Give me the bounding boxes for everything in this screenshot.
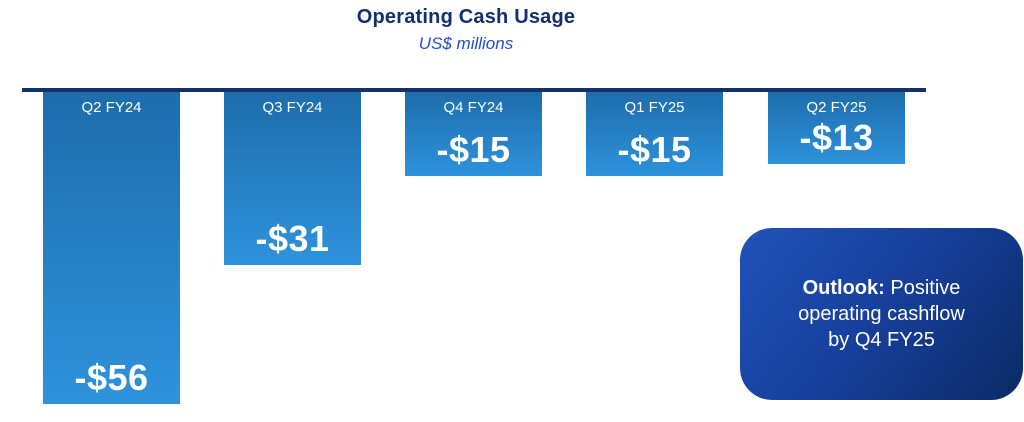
- outlook-heading: Outlook:: [802, 277, 885, 299]
- bar-q1-fy25: Q1 FY25 -$15: [586, 92, 723, 176]
- bar-q2-fy24: Q2 FY24 -$56: [43, 92, 180, 404]
- bar-category-label: Q4 FY24: [443, 99, 504, 116]
- bar-category-label: Q3 FY24: [262, 99, 323, 116]
- bar-q2-fy25: Q2 FY25 -$13: [768, 92, 905, 164]
- outlook-callout-text: Outlook: Positive operating cashflow by …: [798, 275, 965, 353]
- outlook-line2: operating cashflow: [798, 303, 965, 325]
- outlook-line3: by Q4 FY25: [828, 329, 935, 351]
- bar-q4-fy24: Q4 FY24 -$15: [405, 92, 542, 176]
- bar-value-label: -$15: [436, 129, 511, 170]
- chart-header: Operating Cash Usage US$ millions: [0, 6, 932, 54]
- bar-category-label: Q2 FY24: [81, 99, 142, 116]
- chart-subtitle: US$ millions: [418, 34, 514, 53]
- zero-baseline-axis: [22, 88, 926, 92]
- outlook-line1-rest: Positive: [884, 277, 961, 299]
- bar-category-label: Q1 FY25: [624, 99, 685, 116]
- bar-value-label: -$56: [74, 357, 149, 398]
- outlook-callout: Outlook: Positive operating cashflow by …: [740, 228, 1023, 400]
- chart-title: Operating Cash Usage: [356, 6, 576, 28]
- bar-value-label: -$15: [617, 129, 692, 170]
- bar-q3-fy24: Q3 FY24 -$31: [224, 92, 361, 265]
- bar-value-label: -$13: [799, 117, 874, 158]
- bar-category-label: Q2 FY25: [806, 99, 867, 116]
- bar-value-label: -$31: [255, 218, 330, 259]
